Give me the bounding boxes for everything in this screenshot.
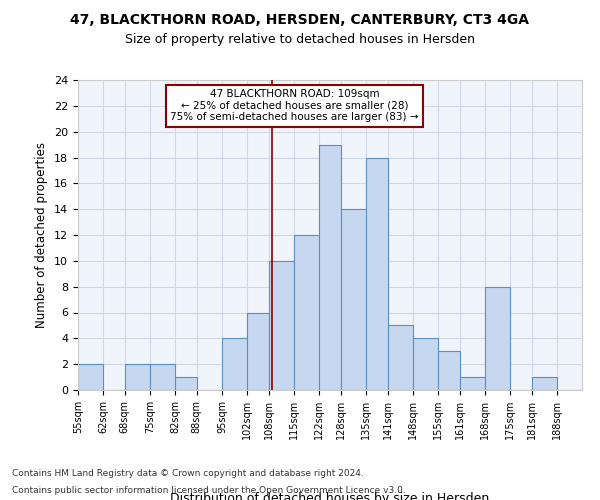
Text: Contains HM Land Registry data © Crown copyright and database right 2024.: Contains HM Land Registry data © Crown c…	[12, 468, 364, 477]
Bar	[247, 312, 269, 390]
Bar	[460, 377, 485, 390]
Text: 47, BLACKTHORN ROAD, HERSDEN, CANTERBURY, CT3 4GA: 47, BLACKTHORN ROAD, HERSDEN, CANTERBURY…	[71, 12, 530, 26]
Bar	[269, 261, 294, 390]
Text: 47 BLACKTHORN ROAD: 109sqm
← 25% of detached houses are smaller (28)
75% of semi: 47 BLACKTHORN ROAD: 109sqm ← 25% of deta…	[170, 90, 419, 122]
Bar	[222, 338, 247, 390]
Bar	[294, 235, 319, 390]
Bar	[150, 364, 175, 390]
Text: Size of property relative to detached houses in Hersden: Size of property relative to detached ho…	[125, 32, 475, 46]
Bar	[438, 351, 460, 390]
Bar	[319, 144, 341, 390]
Bar	[341, 209, 366, 390]
Bar	[388, 326, 413, 390]
X-axis label: Distribution of detached houses by size in Hersden: Distribution of detached houses by size …	[170, 492, 490, 500]
Bar	[485, 286, 510, 390]
Bar	[366, 158, 388, 390]
Bar	[125, 364, 150, 390]
Bar	[413, 338, 438, 390]
Y-axis label: Number of detached properties: Number of detached properties	[35, 142, 49, 328]
Bar	[78, 364, 103, 390]
Bar	[532, 377, 557, 390]
Bar	[175, 377, 197, 390]
Text: Contains public sector information licensed under the Open Government Licence v3: Contains public sector information licen…	[12, 486, 406, 495]
